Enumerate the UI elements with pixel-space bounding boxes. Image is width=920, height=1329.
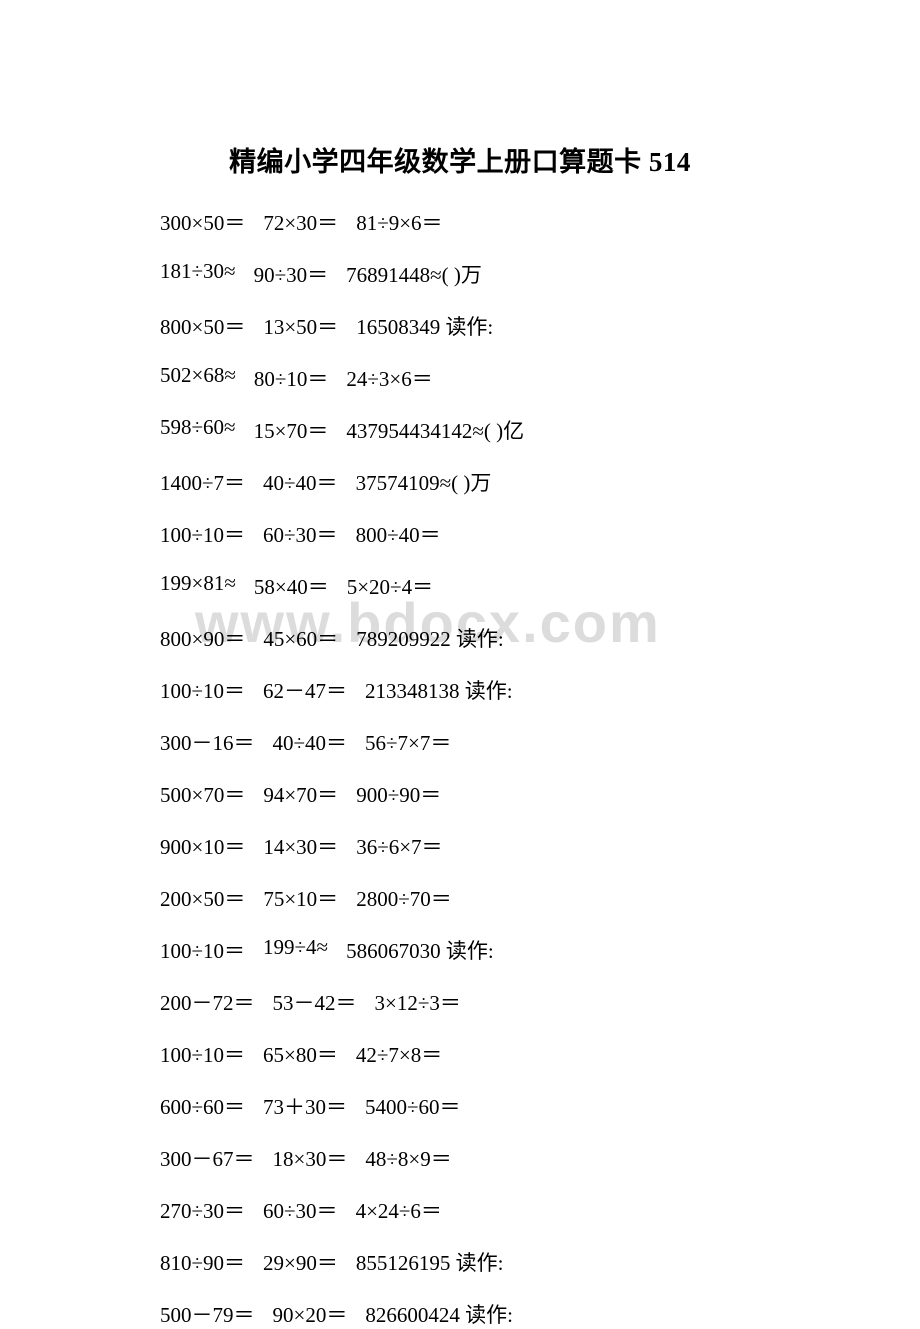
problem-cell: 789209922 读作: [356, 623, 504, 653]
problem-cell: 16508349 读作: [356, 311, 493, 341]
problem-cell: 800×90＝ [160, 623, 245, 653]
problem-cell: 200×50＝ [160, 883, 245, 913]
problem-cell: 199×81≈ [160, 571, 236, 601]
problem-cell: 826600424 读作: [365, 1299, 513, 1329]
problem-cell: 90÷30＝ [254, 259, 329, 289]
problem-row: 800×50＝ 13×50＝ 16508349 读作: [160, 311, 760, 341]
problem-cell: 598÷60≈ [160, 415, 236, 445]
problem-cell: 48÷8×9＝ [365, 1143, 451, 1173]
problem-cell: 29×90＝ [263, 1247, 338, 1277]
problem-cell: 90×20＝ [273, 1299, 348, 1329]
problem-row: 800×90＝ 45×60＝ 789209922 读作: [160, 623, 760, 653]
problem-row: 100÷10＝ 199÷4≈ 586067030 读作: [160, 935, 760, 965]
problem-cell: 94×70＝ [263, 779, 338, 809]
problem-row: 100÷10＝ 60÷30＝ 800÷40＝ [160, 519, 760, 549]
problem-cell: 42÷7×8＝ [356, 1039, 442, 1069]
problem-cell: 14×30＝ [263, 831, 338, 861]
problem-cell: 60÷30＝ [263, 519, 338, 549]
problem-cell: 76891448≈( )万 [346, 259, 482, 289]
problem-cell: 100÷10＝ [160, 519, 245, 549]
problem-cell: 181÷30≈ [160, 259, 236, 289]
problem-cell: 270÷30＝ [160, 1195, 245, 1225]
problem-cell: 810÷90＝ [160, 1247, 245, 1277]
problem-cell: 56÷7×7＝ [365, 727, 451, 757]
problem-cell: 502×68≈ [160, 363, 236, 393]
problem-cell: 4×24÷6＝ [356, 1195, 442, 1225]
problem-row: 300×50＝ 72×30＝ 81÷9×6＝ [160, 207, 760, 237]
problem-cell: 2800÷70＝ [356, 883, 452, 913]
problem-cell: 18×30＝ [273, 1143, 348, 1173]
page-container: 精编小学四年级数学上册口算题卡 514 300×50＝ 72×30＝ 81÷9×6＝… [0, 0, 920, 1329]
page-title: 精编小学四年级数学上册口算题卡 514 [160, 140, 760, 179]
problem-cell: 300－16＝ [160, 727, 255, 757]
problem-row: 1400÷7＝ 40÷40＝ 37574109≈( )万 [160, 467, 760, 497]
problem-cell: 75×10＝ [263, 883, 338, 913]
problem-cell: 200－72＝ [160, 987, 255, 1017]
problem-cell: 900×10＝ [160, 831, 245, 861]
problem-cell: 53－42＝ [273, 987, 357, 1017]
problem-cell: 1400÷7＝ [160, 467, 245, 497]
problem-cell: 300×50＝ [160, 207, 245, 237]
problem-cell: 45×60＝ [263, 623, 338, 653]
problem-cell: 15×70＝ [254, 415, 329, 445]
problem-cell: 500×70＝ [160, 779, 245, 809]
problem-row: 300－67＝ 18×30＝ 48÷8×9＝ [160, 1143, 760, 1173]
problem-row: 199×81≈ 58×40＝ 5×20÷4＝ [160, 571, 760, 601]
problem-cell: 40÷40＝ [263, 467, 338, 497]
problem-row: 200－72＝ 53－42＝ 3×12÷3＝ [160, 987, 760, 1017]
problem-cell: 900÷90＝ [356, 779, 441, 809]
problem-cell: 13×50＝ [263, 311, 338, 341]
problem-row: 270÷30＝ 60÷30＝ 4×24÷6＝ [160, 1195, 760, 1225]
problem-row: 100÷10＝ 62－47＝ 213348138 读作: [160, 675, 760, 705]
problem-cell: 437954434142≈( )亿 [346, 415, 524, 445]
problem-cell: 199÷4≈ [263, 935, 328, 965]
problem-cell: 40÷40＝ [273, 727, 348, 757]
problem-row: 200×50＝ 75×10＝ 2800÷70＝ [160, 883, 760, 913]
problem-cell: 800×50＝ [160, 311, 245, 341]
problem-cell: 60÷30＝ [263, 1195, 338, 1225]
problem-cell: 58×40＝ [254, 571, 329, 601]
problem-cell: 73＋30＝ [263, 1091, 347, 1121]
problem-cell: 24÷3×6＝ [346, 363, 432, 393]
problem-cell: 100÷10＝ [160, 935, 245, 965]
problem-cell: 62－47＝ [263, 675, 347, 705]
problem-row: 500－79＝ 90×20＝ 826600424 读作: [160, 1299, 760, 1329]
problem-cell: 80÷10＝ [254, 363, 329, 393]
problem-cell: 586067030 读作: [346, 935, 494, 965]
problem-cell: 100÷10＝ [160, 675, 245, 705]
problem-cell: 855126195 读作: [356, 1247, 504, 1277]
problem-row: 300－16＝ 40÷40＝ 56÷7×7＝ [160, 727, 760, 757]
problem-cell: 100÷10＝ [160, 1039, 245, 1069]
problem-cell: 81÷9×6＝ [356, 207, 442, 237]
problem-cell: 5400÷60＝ [365, 1091, 461, 1121]
problem-cell: 3×12÷3＝ [375, 987, 461, 1017]
problem-row: 900×10＝ 14×30＝ 36÷6×7＝ [160, 831, 760, 861]
problem-cell: 65×80＝ [263, 1039, 338, 1069]
problem-row: 100÷10＝ 65×80＝ 42÷7×8＝ [160, 1039, 760, 1069]
problem-row: 600÷60＝ 73＋30＝ 5400÷60＝ [160, 1091, 760, 1121]
problem-cell: 500－79＝ [160, 1299, 255, 1329]
problem-cell: 37574109≈( )万 [356, 467, 492, 497]
problem-cell: 5×20÷4＝ [347, 571, 433, 601]
problem-row: 598÷60≈ 15×70＝ 437954434142≈( )亿 [160, 415, 760, 445]
problem-cell: 300－67＝ [160, 1143, 255, 1173]
problem-cell: 72×30＝ [263, 207, 338, 237]
problem-cell: 36÷6×7＝ [356, 831, 442, 861]
problem-cell: 213348138 读作: [365, 675, 513, 705]
problem-cell: 600÷60＝ [160, 1091, 245, 1121]
problem-row: 810÷90＝ 29×90＝ 855126195 读作: [160, 1247, 760, 1277]
problems-list: 300×50＝ 72×30＝ 81÷9×6＝ 181÷30≈ 90÷30＝ 7689144… [160, 207, 760, 1329]
problem-row: 502×68≈ 80÷10＝ 24÷3×6＝ [160, 363, 760, 393]
problem-cell: 800÷40＝ [356, 519, 441, 549]
problem-row: 500×70＝ 94×70＝ 900÷90＝ [160, 779, 760, 809]
problem-row: 181÷30≈ 90÷30＝ 76891448≈( )万 [160, 259, 760, 289]
